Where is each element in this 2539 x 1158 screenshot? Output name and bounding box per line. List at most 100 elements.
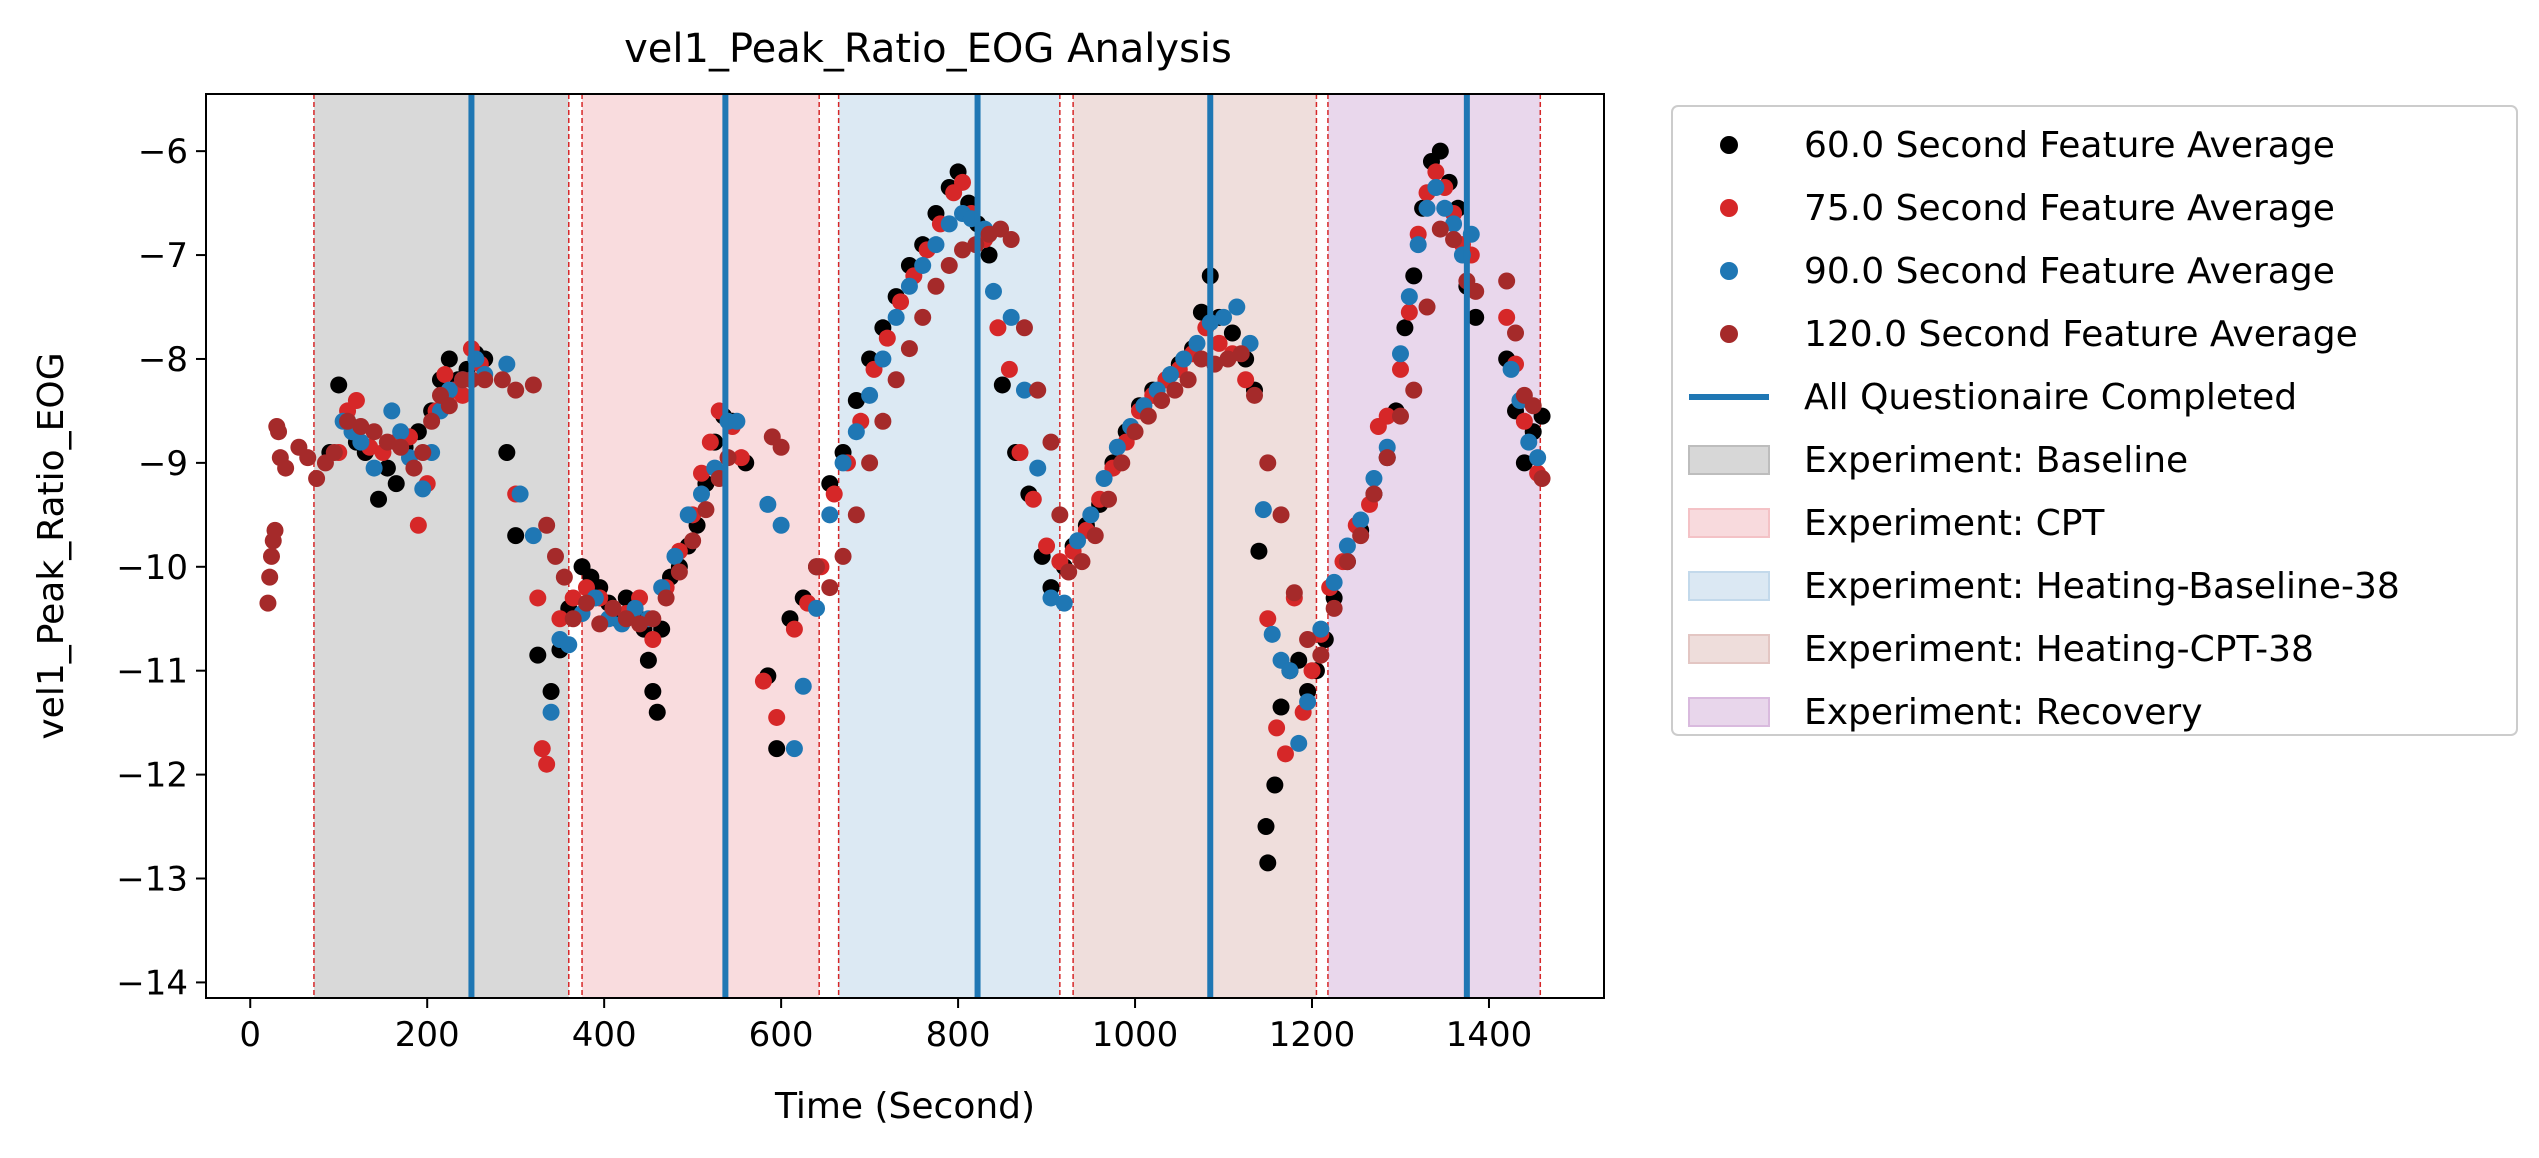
data-point <box>347 392 365 410</box>
data-point <box>1299 631 1317 649</box>
data-point <box>768 708 786 726</box>
data-point <box>874 412 892 430</box>
data-point <box>1405 267 1423 285</box>
data-point <box>772 516 790 534</box>
legend-patch <box>1688 445 1770 475</box>
data-point <box>405 459 423 477</box>
data-point <box>454 386 472 404</box>
data-point <box>262 547 280 565</box>
data-point <box>1338 537 1356 555</box>
data-point <box>1418 199 1436 217</box>
data-point <box>878 329 896 347</box>
y-tick-label: −6 <box>138 132 188 172</box>
data-point <box>679 506 697 524</box>
data-point <box>1533 469 1551 487</box>
data-point <box>414 480 432 498</box>
data-point <box>1108 438 1126 456</box>
data-point <box>1029 381 1047 399</box>
data-point <box>657 589 675 607</box>
data-point <box>639 651 657 669</box>
data-point <box>1161 366 1179 384</box>
data-point <box>1002 308 1020 326</box>
data-point <box>604 599 622 617</box>
data-point <box>1073 553 1091 571</box>
legend-label: 75.0 Second Feature Average <box>1804 188 2335 229</box>
data-point <box>1312 620 1330 638</box>
data-point <box>1467 282 1485 300</box>
legend-label: Experiment: Heating-Baseline-38 <box>1804 566 2400 607</box>
data-point <box>387 475 405 493</box>
data-point <box>684 532 702 550</box>
data-point <box>378 433 396 451</box>
data-point <box>1400 303 1418 321</box>
data-point <box>670 563 688 581</box>
data-point <box>887 371 905 389</box>
data-point <box>259 594 277 612</box>
data-point <box>794 677 812 695</box>
data-point <box>1024 490 1042 508</box>
data-point <box>261 568 279 586</box>
series-3 <box>259 220 1551 664</box>
x-tick-label: 1400 <box>1446 1015 1533 1055</box>
data-point <box>1250 542 1268 560</box>
data-point <box>560 636 578 654</box>
data-point <box>529 589 547 607</box>
data-point <box>644 682 662 700</box>
data-point <box>1166 381 1184 399</box>
data-point <box>697 501 715 519</box>
data-point <box>533 740 551 758</box>
data-point <box>1272 506 1290 524</box>
data-point <box>847 506 865 524</box>
data-point <box>1192 350 1210 368</box>
data-point <box>507 381 525 399</box>
data-point <box>887 308 905 326</box>
data-point <box>1086 527 1104 545</box>
data-point <box>1338 553 1356 571</box>
data-point <box>1365 469 1383 487</box>
data-point <box>772 438 790 456</box>
data-point <box>1303 662 1321 680</box>
data-point <box>1237 371 1255 389</box>
data-point <box>1431 220 1449 238</box>
data-point <box>861 454 879 472</box>
y-tick-label: −8 <box>138 340 188 380</box>
legend-marker <box>1720 262 1738 280</box>
data-point <box>1299 693 1317 711</box>
data-point <box>847 423 865 441</box>
data-point <box>1467 308 1485 326</box>
x-tick-label: 1000 <box>1092 1015 1179 1055</box>
data-point <box>1060 563 1078 581</box>
legend-label: 60.0 Second Feature Average <box>1804 125 2335 166</box>
data-point <box>1082 506 1100 524</box>
data-point <box>409 516 427 534</box>
data-point <box>1095 469 1113 487</box>
data-point <box>1011 443 1029 461</box>
data-point <box>754 672 772 690</box>
legend-marker <box>1720 136 1738 154</box>
data-point <box>821 506 839 524</box>
data-point <box>1515 454 1533 472</box>
data-point <box>1272 698 1290 716</box>
data-point <box>666 547 684 565</box>
data-point <box>270 423 288 441</box>
data-point <box>1219 350 1237 368</box>
chart-title: vel1_Peak_Ratio_EOG Analysis <box>624 26 1232 72</box>
data-point <box>1391 360 1409 378</box>
x-axis: 0 200 400 600 800 1000 1200 1400 <box>239 998 1532 1055</box>
legend: 60.0 Second Feature Average 75.0 Second F… <box>1671 105 2518 736</box>
data-point <box>992 220 1010 238</box>
data-point <box>1391 345 1409 363</box>
data-point <box>564 589 582 607</box>
legend-label: 120.0 Second Feature Average <box>1804 314 2358 355</box>
data-point <box>1223 324 1241 342</box>
data-point <box>1042 589 1060 607</box>
data-point <box>392 423 410 441</box>
phase-band-2 <box>838 94 1060 998</box>
data-point <box>692 485 710 503</box>
legend-box <box>1671 105 2518 736</box>
data-point <box>370 490 388 508</box>
data-point <box>940 215 958 233</box>
data-point <box>1502 360 1520 378</box>
data-point <box>378 459 396 477</box>
data-point <box>631 615 649 633</box>
